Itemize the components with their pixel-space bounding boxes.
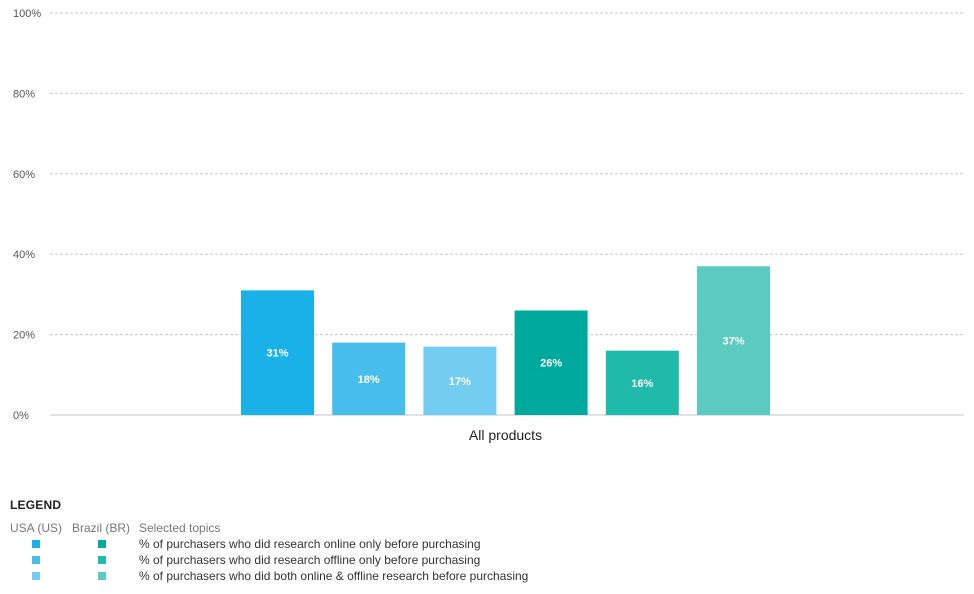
legend-swatch-us [32,572,40,580]
legend-col-br: Brazil (BR) [72,521,131,535]
y-tick-label: 0% [13,410,29,422]
legend-swatch-br [98,540,106,548]
bar-value-label: 31% [266,348,288,360]
legend-row-both: % of purchasers who did both online & of… [10,568,960,584]
legend-topic: % of purchasers who did research offline… [139,553,481,567]
y-tick-label: 40% [13,249,35,261]
legend-col-topics: Selected topics [139,521,221,535]
y-tick-label: 20% [13,330,35,342]
y-tick-label: 60% [13,169,35,181]
legend-topic: % of purchasers who did both online & of… [139,569,529,583]
bar [332,342,406,415]
bar-value-label: 16% [631,378,653,390]
legend-swatch-us [32,556,40,564]
legend-topic: % of purchasers who did research online … [139,537,481,551]
legend: LEGEND USA (US) Brazil (BR) Selected topic… [10,498,960,584]
bar [605,350,679,415]
bar-value-label: 37% [722,336,744,348]
y-tick-label: 80% [13,88,35,100]
bar-value-label: 26% [540,358,562,370]
legend-swatch-br [98,556,106,564]
legend-row-online: % of purchasers who did research online … [10,536,960,552]
x-axis-labels: All products [469,427,542,443]
legend-title: LEGEND [10,498,62,512]
bar-value-label: 17% [449,376,471,388]
bar [423,346,497,415]
bar [697,266,770,415]
bars: 31% 18% 17% 26% 16% 37% [241,266,770,415]
bar [241,290,314,415]
y-axis-ticks: 0% 20% 40% 60% 80% 100% [13,8,41,422]
gridlines [50,12,964,416]
y-tick-label: 100% [13,8,41,20]
legend-header: USA (US) Brazil (BR) Selected topics [10,520,960,536]
bar-chart: 0% 20% 40% 60% 80% 100% 31% 18% 17% 26% 16% 37% Al… [13,8,964,443]
bar-value-label: 18% [358,374,380,386]
legend-swatch-br [98,572,106,580]
bar [514,310,588,415]
legend-row-offline: % of purchasers who did research offline… [10,552,960,568]
legend-swatch-us [32,540,40,548]
legend-col-us: USA (US) [10,521,63,535]
x-category-label: All products [469,427,542,443]
